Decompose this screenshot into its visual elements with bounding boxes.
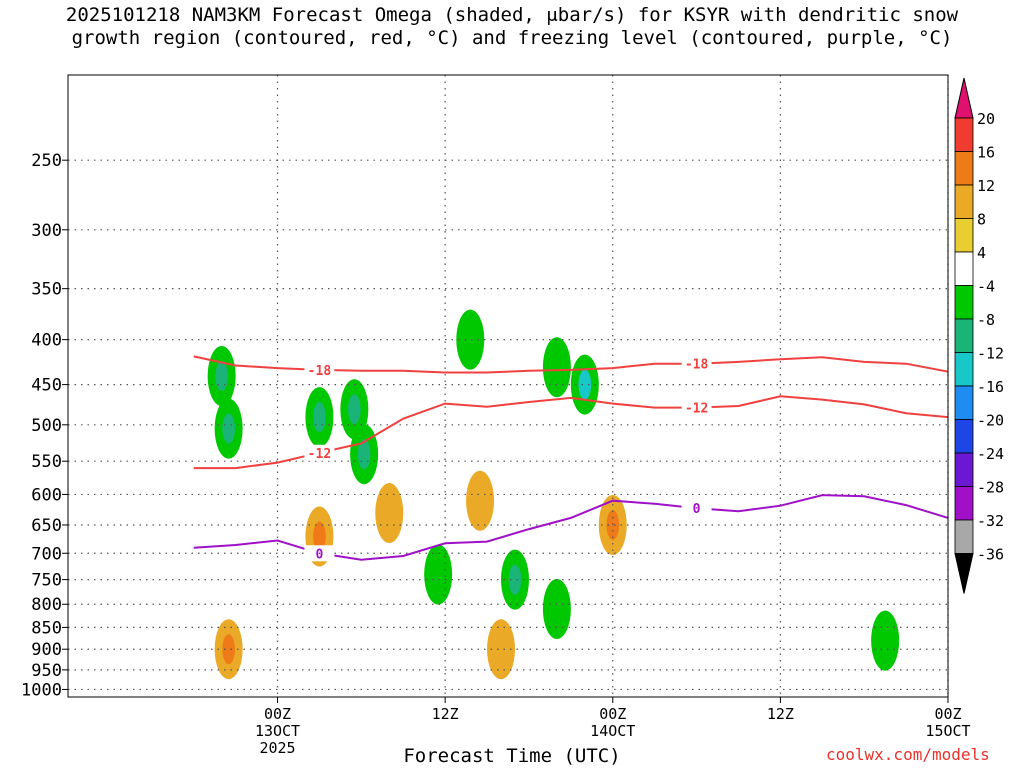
omega-core-0 (215, 361, 228, 392)
contour-label--18-1: -18 (685, 358, 709, 373)
omega-cell-19 (466, 470, 495, 531)
y-tick-label-650: 650 (31, 516, 62, 536)
contour-label-bg-1-1 (681, 399, 712, 416)
x-axis-title: Forecast Time (UTC) (403, 745, 621, 767)
colorbar-swatch-6 (954, 285, 974, 320)
x-tick-date-48: 15OCT (925, 722, 970, 740)
colorbar-swatch-4 (954, 218, 974, 253)
contour-label-bg-0-0 (304, 361, 335, 378)
colorbar-label-6: -8 (977, 311, 995, 329)
omega-cell-6 (542, 337, 571, 398)
y-tick-label-350: 350 (31, 280, 62, 300)
colorbar-swatch-13 (954, 519, 974, 554)
y-tick-label-600: 600 (31, 485, 62, 505)
contour-label-bg-2-0 (304, 545, 335, 562)
x-tick-year-0: 2025 (259, 739, 295, 757)
title-line-2: growth region (contoured, red, °C) and f… (71, 27, 953, 49)
omega-core-2 (313, 402, 326, 433)
x-tick-label-0: 00Z (264, 705, 291, 723)
x-tick-date-24: 14OCT (590, 722, 635, 740)
omega-cell-9 (424, 544, 453, 605)
x-tick-label-24: 00Z (599, 705, 626, 723)
colorbar-swatch-8 (954, 352, 974, 387)
colorbar-label-5: -4 (977, 278, 995, 296)
colorbar-swatch-7 (954, 318, 974, 353)
colorbar-label-1: 16 (977, 144, 995, 162)
contour-label-0-1: 0 (693, 502, 701, 517)
omega-core-10 (508, 564, 522, 595)
colorbar-label-8: -16 (977, 378, 1004, 396)
y-tick-label-550: 550 (31, 452, 62, 472)
y-tick-label-400: 400 (31, 331, 62, 351)
colorbar-label-7: -12 (977, 345, 1004, 363)
colorbar: 20 16 12 8 4 -4 -8 -12 -16 -20 -24 -28 -32 -36 (954, 77, 1004, 594)
colorbar-swatch-11 (954, 452, 974, 487)
contour-label-0-0: 0 (316, 547, 324, 562)
colorbar-swatch-10 (954, 419, 974, 454)
contour-label-bg-1-0 (304, 444, 335, 461)
colorbar-swatch-12 (954, 486, 974, 521)
colorbar-label-9: -20 (977, 412, 1004, 430)
colorbar-label-10: -24 (977, 445, 1004, 463)
omega-cell-11 (542, 578, 571, 639)
omega-core-1 (222, 413, 235, 444)
y-tick-label-850: 850 (31, 618, 62, 638)
credit-text[interactable]: coolwx.com/models (826, 745, 990, 764)
y-tick-label-300: 300 (31, 221, 62, 241)
y-tick-label-700: 700 (31, 544, 62, 564)
colorbar-bottom-arrow (954, 553, 974, 594)
colorbar-label-3: 8 (977, 211, 986, 229)
colorbar-swatch-1 (954, 117, 974, 152)
y-tick-label-1000: 1000 (21, 680, 62, 700)
x-tick-label-12: 12Z (432, 705, 459, 723)
colorbar-label-11: -28 (977, 479, 1004, 497)
y-tick-label-900: 900 (31, 640, 62, 660)
contour-label-bg-2-1 (681, 500, 712, 517)
chart-title: 2025101218 NAM3KM Forecast Omega (shaded… (0, 4, 1024, 50)
contour-label--12-1: -12 (685, 402, 708, 417)
omega-core-15 (313, 521, 326, 552)
colorbar-swatch-2 (954, 151, 974, 186)
title-line-1: 2025101218 NAM3KM Forecast Omega (shaded… (65, 4, 959, 26)
y-tick-label-250: 250 (31, 151, 62, 171)
contour-label-bg-0-1 (681, 355, 712, 372)
omega-core-7 (578, 369, 592, 400)
temperature-contours: -18 -18 -12 -12 0 0 (193, 355, 948, 562)
y-tick-label-450: 450 (31, 376, 62, 396)
colorbar-label-2: 12 (977, 177, 995, 195)
x-tick-label-36: 12Z (767, 705, 794, 723)
x-tick-date-0: 13OCT (255, 722, 300, 740)
omega-cell-5 (456, 309, 485, 370)
plot-frame (67, 74, 949, 698)
omega-cell-20 (375, 483, 404, 544)
colorbar-label-12: -32 (977, 512, 1004, 530)
y-tick-label-950: 950 (31, 661, 62, 681)
omega-cell-18 (487, 619, 516, 680)
colorbar-label-13: -36 (977, 546, 1004, 564)
omega-cell-13 (962, 593, 990, 653)
contour-label--18-0: -18 (308, 364, 332, 379)
x-tick-label-48: 00Z (934, 705, 961, 723)
omega-core-14 (222, 634, 235, 665)
colorbar-swatch-9 (954, 385, 974, 420)
colorbar-swatch-3 (954, 184, 974, 219)
pressure-axis: 2503003504004505005506006507007508008509… (21, 151, 68, 700)
omega-core-3 (348, 394, 361, 425)
y-tick-label-750: 750 (31, 571, 62, 591)
colorbar-top-arrow (954, 77, 974, 119)
omega-cell-12 (871, 610, 900, 671)
colorbar-label-4: 4 (977, 244, 986, 262)
colorbar-swatch-5 (954, 251, 974, 286)
y-tick-label-500: 500 (31, 416, 62, 436)
contour-label--12-0: -12 (308, 447, 331, 462)
y-tick-label-800: 800 (31, 595, 62, 615)
colorbar-label-0: 20 (977, 110, 995, 128)
